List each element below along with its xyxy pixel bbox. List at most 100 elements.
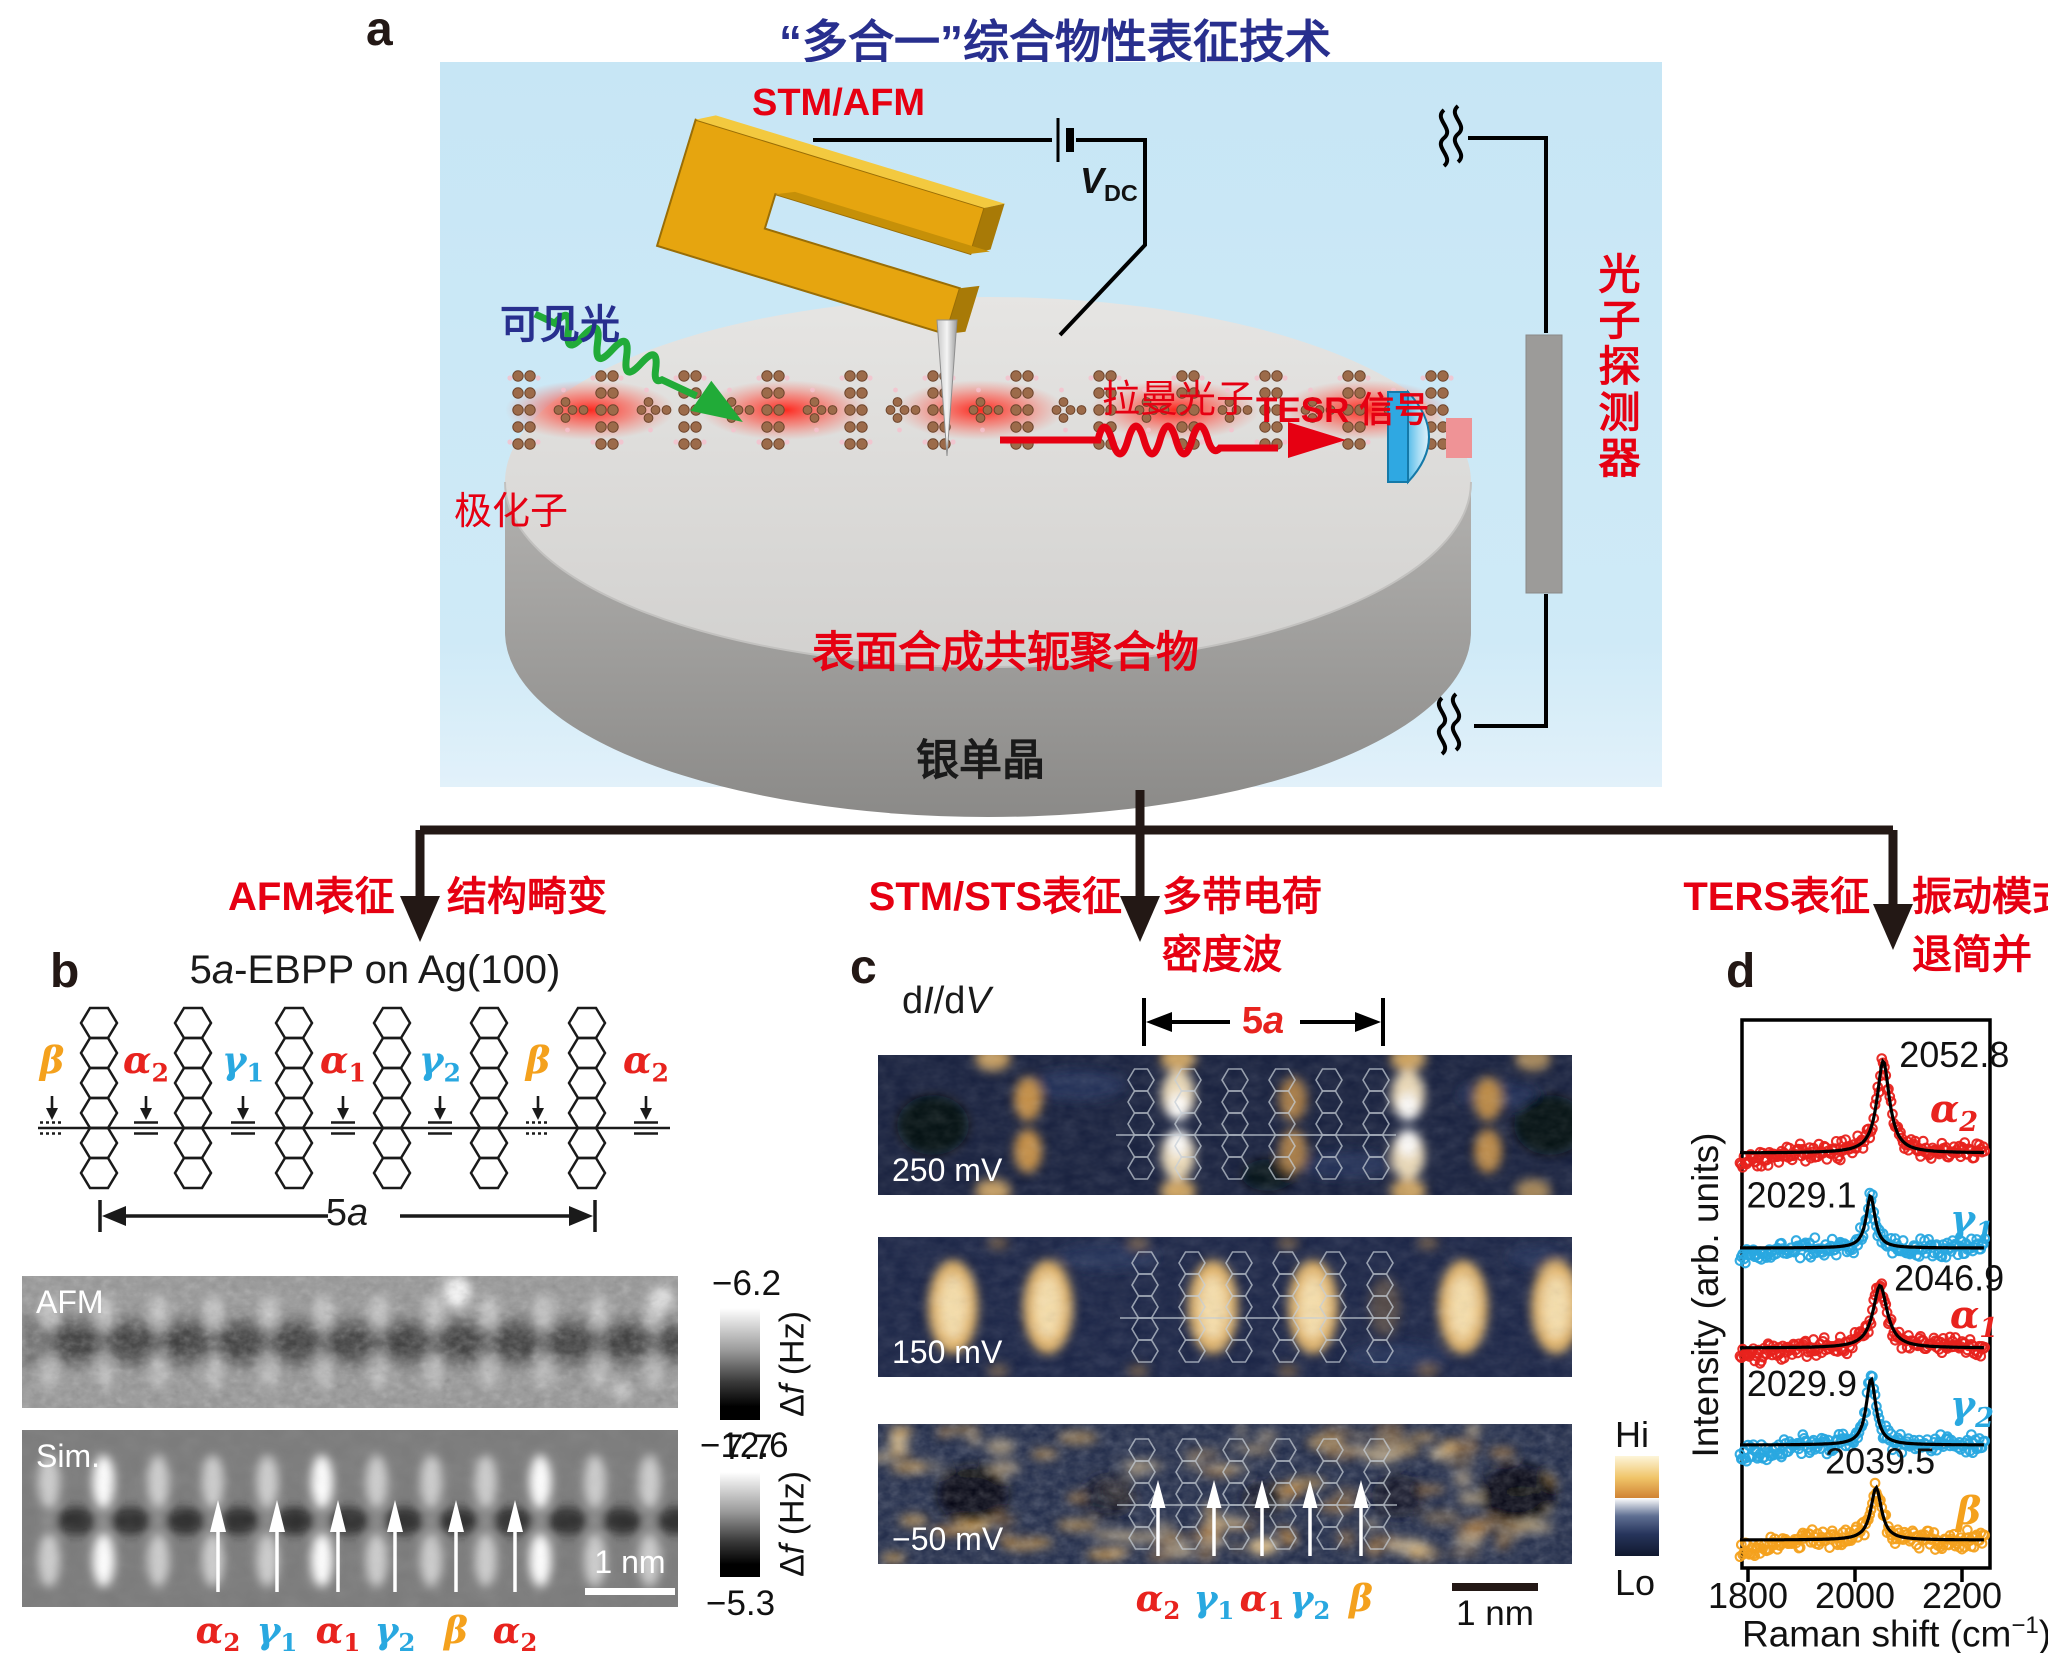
ters-method-label: TERS表征 (1683, 875, 1870, 919)
greek-label-α2: α2 (195, 1610, 241, 1653)
greek-label-α1: α1 (320, 1038, 366, 1088)
afm-colorbar-min: −12.6 (700, 1426, 789, 1465)
sim-colorbar-unit: Δf (Hz) (773, 1471, 812, 1577)
c-scalebar-label: 1 nm (1456, 1594, 1534, 1633)
afm-colorbar-unit: Δf (Hz) (773, 1311, 812, 1417)
svg-text:γ2: γ2 (1950, 1382, 1994, 1434)
bias-label-250: 250 mV (892, 1152, 1003, 1188)
polymer-label: 表面合成共轭聚合物 (812, 629, 1199, 677)
raman-spectra-chart: 1800 2000 2200 2052.8 α2 2029.1 γ1 2046.9α1 2029… (1708, 1018, 2009, 1616)
panel-a-title: “多合一”综合物性表征技术 (779, 16, 1331, 68)
greek-label-α2: α2 (1135, 1578, 1181, 1626)
greek-label-α1: α1 (315, 1610, 361, 1653)
bias-label-neg50: −50 mV (892, 1521, 1004, 1557)
raman-beam-icon (1000, 422, 1346, 458)
raman-photon-label: 拉曼光子 (1102, 379, 1255, 421)
afm-colorbar-max: −6.2 (712, 1264, 782, 1303)
colorbar-hi-label: Hi (1615, 1414, 1649, 1455)
svg-text:α2: α2 (1930, 1086, 1978, 1138)
afm-colorbar (720, 1308, 760, 1420)
greek-label-γ1: γ1 (1193, 1578, 1235, 1626)
didv-map-neg50mv (878, 1424, 1572, 1564)
panel-a-label: a (366, 3, 393, 56)
unit-cell-arrow-c (1142, 998, 1385, 1046)
sensor-chip-icon (1446, 418, 1472, 458)
sim-colorbar-min: −5.3 (706, 1584, 776, 1623)
bias-label-150: 150 mV (892, 1334, 1003, 1370)
greek-label-β: β (444, 1610, 468, 1652)
stm-tip-icon (936, 319, 958, 457)
stm-method-label: STM/STS表征 (868, 875, 1122, 919)
detector-plate (1525, 334, 1563, 594)
greek-label-α2: α2 (623, 1038, 669, 1088)
greek-label-γ1: γ1 (222, 1038, 264, 1088)
vdc-label: VDC (1080, 160, 1138, 207)
polaron-label: 极化子 (454, 491, 569, 533)
sim-colorbar (720, 1472, 760, 1577)
tesr-signal-label: TESR 信号 (1256, 391, 1430, 430)
wire-break-icon (1436, 104, 1548, 756)
panel-b-label: b (50, 945, 80, 998)
panel-a: STM/AFM VDC 可见光 极化子 拉曼光子 TESR 信号 光子探测器 表… (440, 62, 1662, 872)
svg-text:2200: 2200 (1922, 1575, 2002, 1616)
sim-image-tag: Sim. (36, 1438, 100, 1474)
panel-b-title: 5a-EBPP on Ag(100) (189, 948, 561, 992)
svg-text:2029.9: 2029.9 (1747, 1363, 1857, 1404)
svg-text:2046.9: 2046.9 (1894, 1257, 2004, 1298)
greek-label-β: β (1349, 1578, 1373, 1620)
stm-result-label2: 密度波 (1162, 933, 1282, 977)
sim-scalebar (585, 1588, 675, 1595)
stm-result-label: 多带电荷 (1162, 875, 1322, 919)
greek-label-γ2: γ2 (374, 1610, 416, 1653)
substrate-label: 银单晶 (916, 737, 1045, 785)
greek-label-α2: α2 (492, 1610, 538, 1653)
spectra-xlabel: Raman shift (cm−1) (1742, 1612, 2048, 1653)
didv-label: dI/dV (902, 980, 991, 1022)
chemical-structure (38, 1006, 670, 1232)
spectra-ylabel: Intensity (arb. units) (1685, 1132, 1726, 1458)
tuning-fork-icon (655, 115, 1005, 336)
visible-light-label: 可见光 (500, 303, 620, 347)
greek-label-α1: α1 (1239, 1578, 1285, 1626)
sim-image (22, 1430, 678, 1607)
svg-text:β: β (1954, 1488, 1981, 1533)
panel-c-label: c (850, 941, 877, 994)
ters-result-label2: 退简并 (1912, 933, 2032, 977)
didv-map-250mv (878, 1055, 1572, 1195)
greek-label-α2: α2 (123, 1038, 169, 1088)
didv-map-150mv (878, 1237, 1572, 1377)
circuit-wire (813, 118, 1147, 337)
afm-method-label: AFM表征 (228, 875, 395, 919)
greek-label-β: β (39, 1038, 65, 1082)
down-arrow-icon (1120, 896, 1160, 942)
afm-image (22, 1276, 678, 1408)
greek-label-γ2: γ2 (1289, 1578, 1331, 1626)
unit-cell-label-c: 5a (1241, 1000, 1285, 1042)
svg-text:2052.8: 2052.8 (1899, 1034, 2009, 1075)
photon-detector-label: 光子探测器 (1593, 252, 1640, 482)
greek-label-γ1: γ1 (256, 1610, 298, 1653)
colorbar-lo-label: Lo (1615, 1562, 1656, 1603)
svg-text:α1: α1 (1950, 1292, 1998, 1344)
panel-d-label: d (1726, 945, 1756, 998)
sim-scalebar-label: 1 nm (594, 1544, 666, 1580)
svg-text:2000: 2000 (1815, 1575, 1895, 1616)
c-scalebar (1452, 1583, 1538, 1591)
afm-image-tag: AFM (36, 1284, 104, 1320)
ters-result-label: 振动模式 (1912, 875, 2048, 919)
svg-text:2039.5: 2039.5 (1825, 1441, 1935, 1482)
greek-label-β: β (525, 1038, 551, 1082)
down-arrow-icon (1873, 904, 1913, 950)
panel-a-illustration (440, 62, 1662, 817)
didv-colorbar (1615, 1456, 1659, 1556)
lens-icon (1387, 389, 1430, 485)
unit-cell-label-b: 5a (325, 1192, 369, 1234)
svg-text:2029.1: 2029.1 (1746, 1175, 1856, 1216)
down-arrow-icon (400, 896, 440, 942)
svg-text:1800: 1800 (1708, 1575, 1788, 1616)
svg-text:γ1: γ1 (1950, 1196, 1994, 1248)
sim-colorbar-max: 7.7 (724, 1428, 773, 1467)
greek-label-γ2: γ2 (419, 1038, 461, 1088)
stm-afm-label: STM/AFM (752, 82, 926, 124)
